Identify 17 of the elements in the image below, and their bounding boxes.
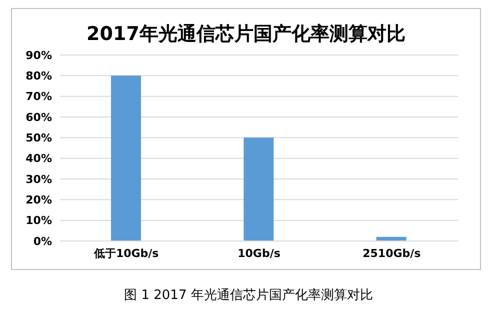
x-tick-label: 低于10Gb/s bbox=[92, 246, 160, 260]
y-tick-label: 30% bbox=[26, 172, 52, 186]
y-tick-label: 80% bbox=[26, 70, 52, 83]
y-tick-label: 10% bbox=[26, 214, 52, 228]
y-tick-label: 60% bbox=[26, 110, 52, 124]
bar bbox=[244, 138, 274, 241]
y-tick-label: 90% bbox=[26, 48, 52, 62]
y-tick-label: 0% bbox=[33, 234, 52, 248]
caption: 图 1 2017 年光通信芯片国产化率测算对比 bbox=[123, 287, 374, 304]
chart-title: 2017年光通信芯片国产化率测算对比 bbox=[86, 22, 406, 47]
y-tick-label: 70% bbox=[26, 90, 52, 104]
y-tick-label: 40% bbox=[26, 152, 52, 166]
bar bbox=[111, 76, 141, 241]
x-tick-label: 2510Gb/s bbox=[362, 246, 422, 260]
x-tick-label: 10Gb/s bbox=[238, 246, 281, 260]
y-tick-label: 20% bbox=[26, 194, 52, 207]
y-tick-label: 50% bbox=[26, 132, 52, 145]
